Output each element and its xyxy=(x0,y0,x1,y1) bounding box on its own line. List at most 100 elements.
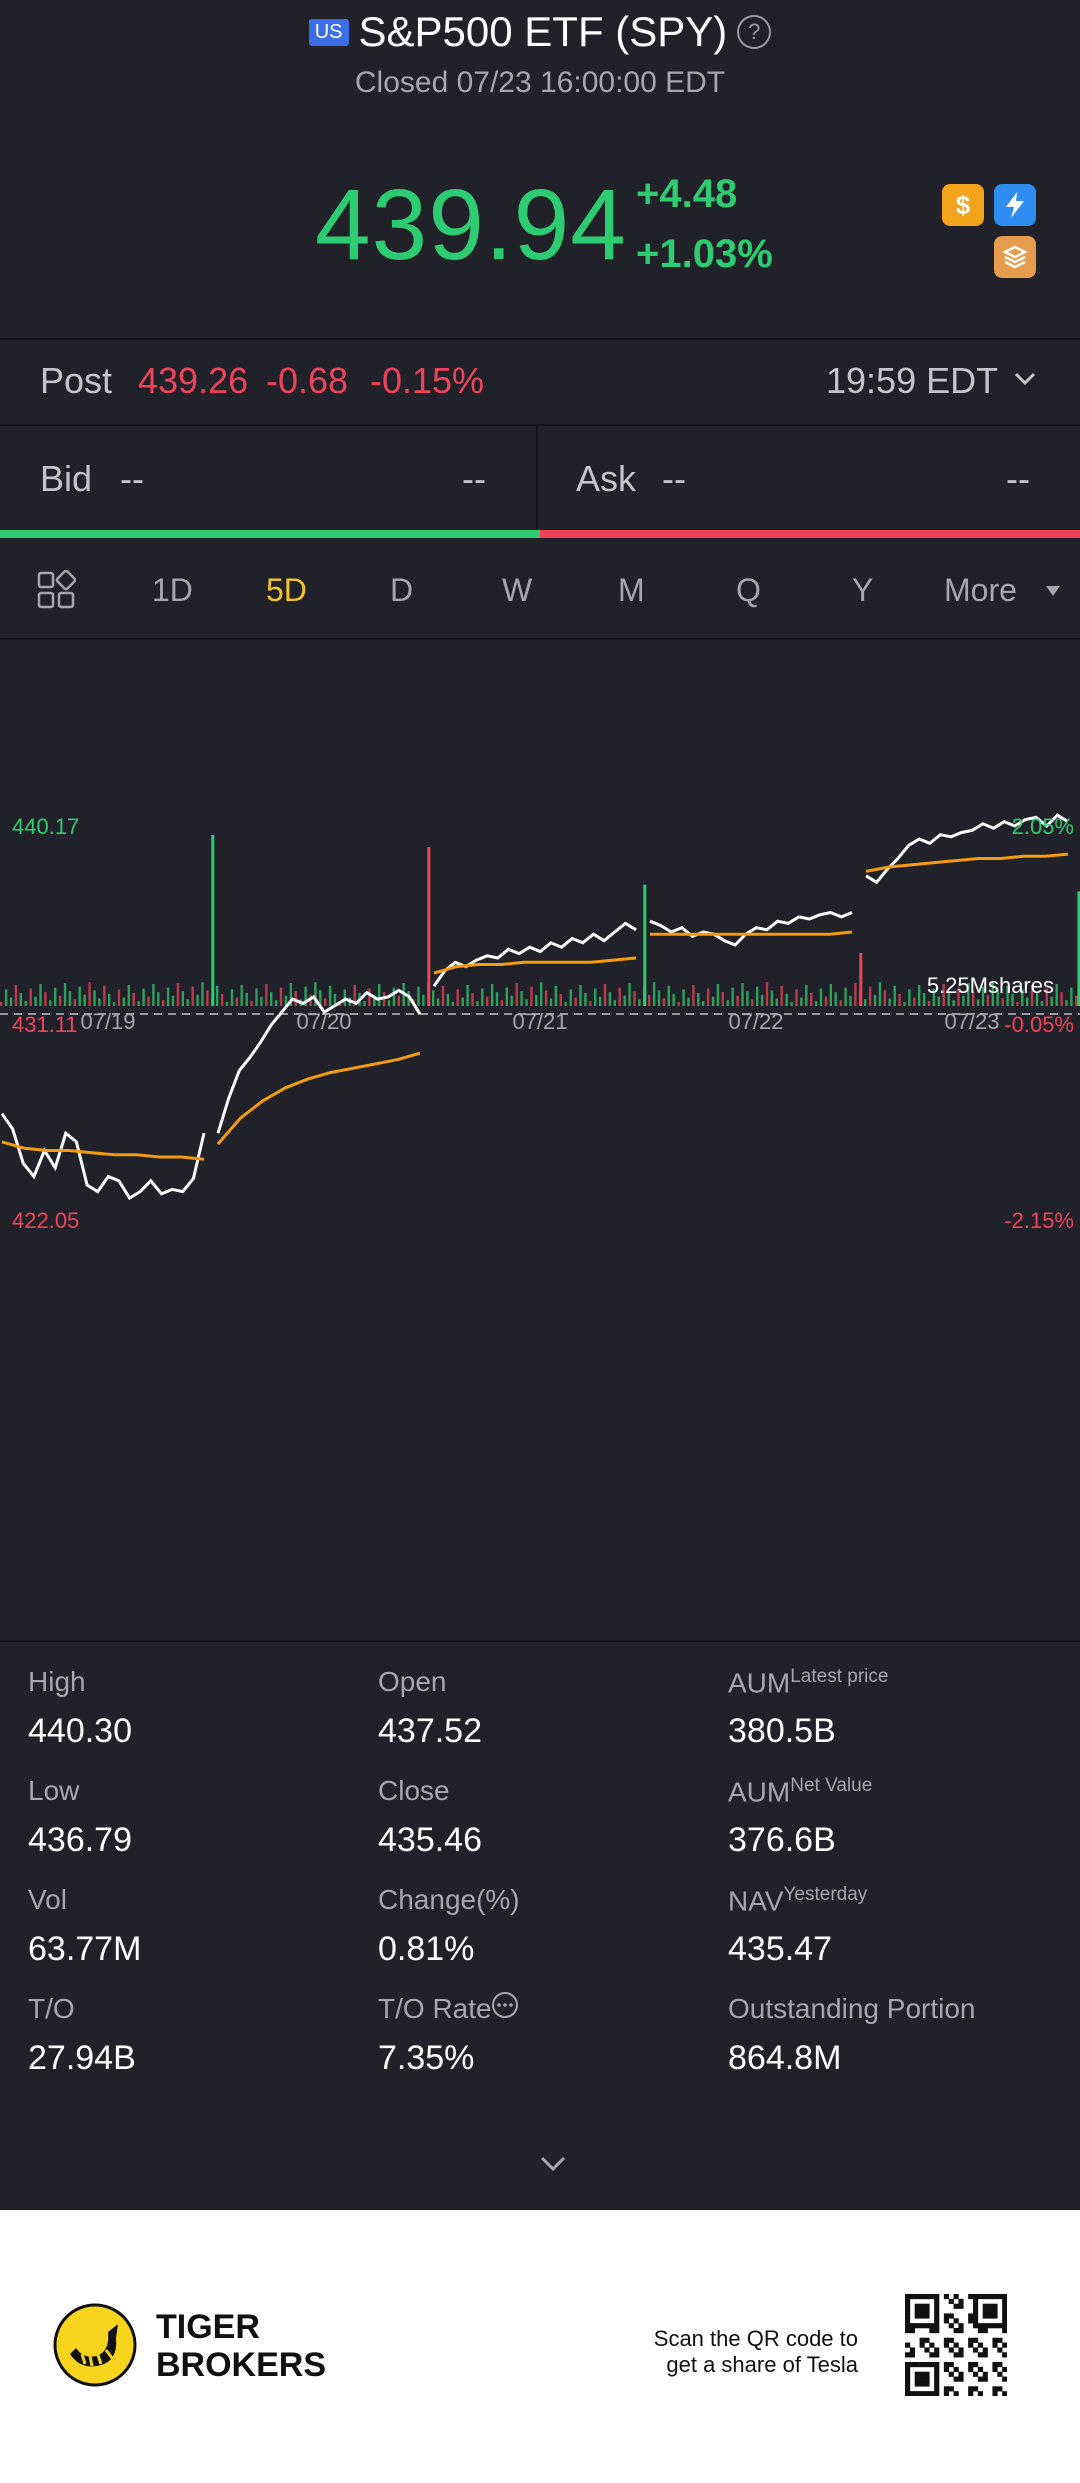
more-info-icon[interactable] xyxy=(490,1990,520,2020)
volume-bar xyxy=(535,994,538,1006)
help-icon[interactable]: ? xyxy=(737,15,772,49)
volume-bar xyxy=(451,1002,454,1006)
stack-icon[interactable] xyxy=(994,236,1036,278)
volume-bar xyxy=(913,997,916,1006)
volume-bar xyxy=(240,984,243,1006)
volume-bar xyxy=(235,997,238,1006)
volume-bar xyxy=(672,993,675,1006)
volume-bar xyxy=(186,999,189,1006)
stat-label-open: Open xyxy=(378,1666,447,1697)
volume-bar xyxy=(854,983,857,1006)
volume-bar xyxy=(495,992,499,1006)
volume-bar xyxy=(530,986,533,1006)
x-axis-label: 07/19 xyxy=(80,1009,135,1034)
tab-1d[interactable]: 1D xyxy=(152,572,193,608)
stat-value-close: 435.46 xyxy=(378,1821,482,1859)
volume-bar xyxy=(702,1001,705,1006)
volume-bar xyxy=(594,988,597,1006)
volume-bar xyxy=(795,989,798,1006)
ask-strength-bar xyxy=(540,530,1080,538)
tab-quarter[interactable]: Q xyxy=(736,572,761,608)
volume-bar xyxy=(1016,1002,1019,1006)
volume-bar xyxy=(878,982,882,1006)
volume-bar xyxy=(137,1001,140,1006)
average-line-day-2 xyxy=(216,1051,421,1145)
promo-footer: TIGER BROKERS Scan the QR code to get a … xyxy=(0,2210,1080,2483)
volume-bar xyxy=(29,988,32,1006)
volume-bar xyxy=(44,992,47,1006)
tab-month[interactable]: M xyxy=(618,572,645,608)
tab-week[interactable]: W xyxy=(502,572,533,608)
volume-bar xyxy=(481,988,484,1006)
volume-bar xyxy=(24,1001,27,1006)
chevron-down-icon[interactable] xyxy=(1010,364,1040,394)
volume-bar xyxy=(991,982,994,1006)
volume-bar xyxy=(436,998,440,1006)
volume-bar xyxy=(972,991,975,1006)
volume-bar xyxy=(324,998,327,1006)
volume-bar xyxy=(328,985,332,1006)
volume-bar xyxy=(849,995,852,1006)
bid-label: Bid xyxy=(40,458,93,499)
divider xyxy=(0,424,1080,426)
volume-bar xyxy=(564,1002,567,1006)
volume-bar xyxy=(657,990,661,1006)
ask-size: -- xyxy=(1006,458,1030,499)
x-axis-label: 07/23 xyxy=(944,1009,999,1034)
dollar-icon[interactable]: $ xyxy=(942,184,984,226)
flash-icon[interactable] xyxy=(994,184,1036,226)
volume-bar xyxy=(883,990,886,1006)
volume-bar xyxy=(721,992,724,1006)
volume-bar xyxy=(368,988,371,1006)
bid-value: -- xyxy=(120,458,144,499)
volume-bar xyxy=(294,991,297,1006)
volume-bar xyxy=(432,990,435,1006)
volume-bar xyxy=(196,994,199,1006)
volume-bar xyxy=(687,997,690,1006)
volume-bar xyxy=(515,983,518,1006)
volume-bar xyxy=(692,984,695,1006)
price-line-day-1 xyxy=(0,1112,206,1201)
tab-year[interactable]: Y xyxy=(852,572,874,608)
volume-bar xyxy=(873,994,877,1006)
volume-bar xyxy=(790,1002,793,1006)
volume-spike-3 xyxy=(643,884,647,1006)
stat-label-low: Low xyxy=(28,1775,80,1806)
volume-bar xyxy=(839,1000,842,1006)
volume-bar xyxy=(171,995,175,1006)
price-chart[interactable]: 440.17 431.11 422.05 2.05% -0.05% -2.15% 5.25M… xyxy=(0,640,1080,1640)
volume-bar xyxy=(598,996,602,1006)
volume-bar xyxy=(49,1000,52,1006)
stat-label-turnover: T/O xyxy=(28,1993,75,2024)
change-absolute: +4.48 xyxy=(636,172,738,216)
volume-bar xyxy=(648,994,651,1006)
volume-bar xyxy=(927,1001,931,1006)
page-title: S&P500 ETF (SPY) xyxy=(358,8,728,55)
volume-bar xyxy=(903,1002,906,1006)
tab-day[interactable]: D xyxy=(390,572,414,608)
expand-chevron-icon[interactable] xyxy=(536,2152,570,2176)
qr-code-icon[interactable] xyxy=(905,2294,1007,2396)
volume-bar xyxy=(505,987,508,1006)
volume-bar xyxy=(1011,993,1014,1006)
volume-bar xyxy=(844,987,847,1006)
volume-bar xyxy=(319,990,322,1006)
caret-down-icon[interactable] xyxy=(1044,584,1062,598)
volume-bar xyxy=(746,991,749,1006)
divider xyxy=(0,638,1080,640)
volume-bar xyxy=(805,984,808,1006)
volume-bar xyxy=(274,1000,278,1006)
tab-5d[interactable]: 5D xyxy=(266,572,307,608)
stat-value-change: 0.81% xyxy=(378,1930,475,1968)
tab-more[interactable]: More xyxy=(944,572,1017,608)
volume-bar xyxy=(942,984,945,1006)
volume-bar xyxy=(343,989,346,1006)
volume-bar xyxy=(373,996,376,1006)
volume-bar xyxy=(765,982,769,1006)
price-line-day-4 xyxy=(649,910,853,947)
average-line-day-3 xyxy=(433,956,637,975)
grid-icon[interactable] xyxy=(36,570,76,610)
volume-bar xyxy=(932,988,936,1006)
volume-bar xyxy=(947,992,950,1006)
volume-bar xyxy=(270,992,273,1006)
